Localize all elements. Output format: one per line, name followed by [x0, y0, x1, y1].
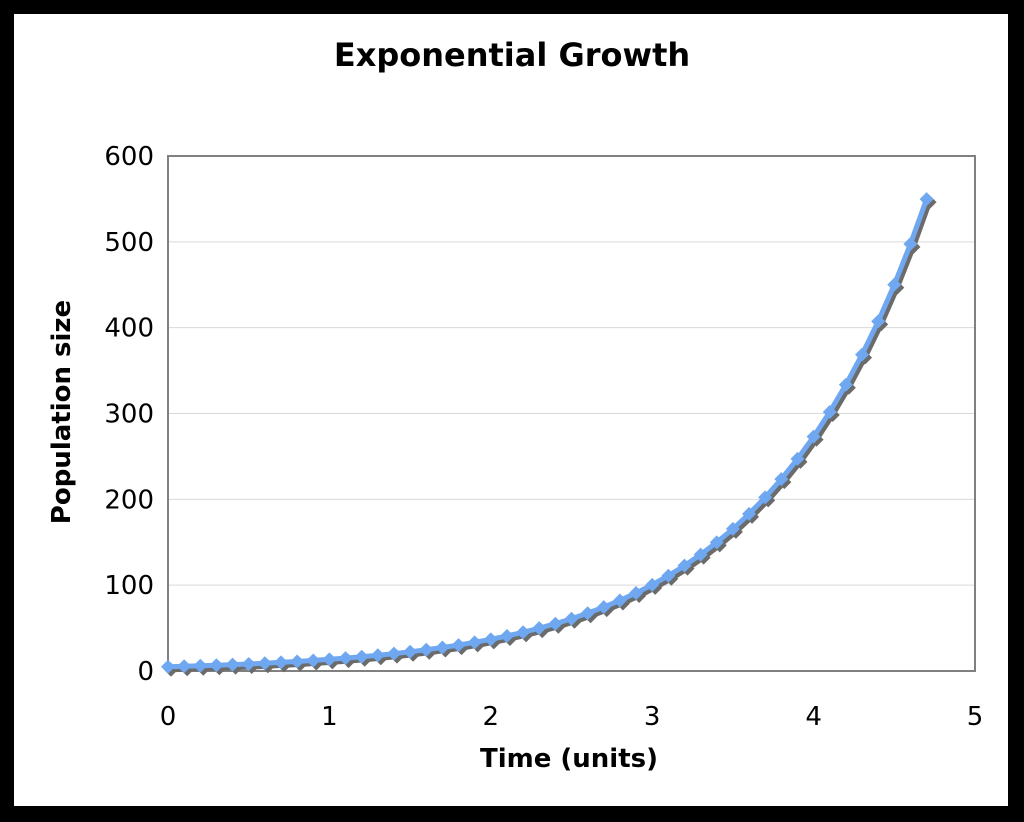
data-point-marker: [790, 451, 805, 466]
data-point-marker: [855, 347, 870, 362]
data-point-marker: [209, 658, 224, 673]
data-point-marker: [596, 600, 611, 615]
data-point-marker: [290, 654, 305, 669]
data-point-marker: [774, 472, 789, 487]
data-point-marker: [629, 585, 644, 600]
data-point-marker: [838, 377, 853, 392]
data-point-marker: [370, 648, 385, 663]
gridlines: [168, 241, 975, 586]
data-point-marker: [435, 640, 450, 655]
data-point-marker: [645, 577, 660, 592]
data-point-marker: [386, 646, 401, 661]
data-point-marker: [403, 644, 418, 659]
data-point-marker: [193, 658, 208, 673]
data-point-marker: [758, 490, 773, 505]
data-point-marker: [822, 404, 837, 419]
data-point-marker: [419, 642, 434, 657]
data-point-marker: [499, 628, 514, 643]
data-point-marker: [903, 236, 918, 251]
data-point-marker: [612, 593, 627, 608]
data-point-marker: [693, 547, 708, 562]
data-point-marker: [177, 659, 192, 674]
data-point-marker: [338, 651, 353, 666]
y-tick-label: 600: [104, 142, 154, 172]
data-point-marker: [725, 521, 740, 536]
data-point-marker: [887, 277, 902, 292]
x-tick-label: 3: [644, 702, 661, 732]
x-tick-label: 0: [160, 702, 177, 732]
x-tick-label: 5: [967, 702, 984, 732]
data-point-marker: [306, 653, 321, 668]
data-point-marker: [709, 535, 724, 550]
y-tick-label: 100: [104, 571, 154, 601]
data-point-marker: [516, 625, 531, 640]
chart-background: [14, 14, 1008, 806]
data-point-marker: [919, 192, 934, 207]
data-point-marker: [580, 606, 595, 621]
y-tick-label: 300: [104, 400, 154, 430]
data-point-marker: [548, 616, 563, 631]
data-point-marker: [661, 568, 676, 583]
data-point-marker: [273, 655, 288, 670]
x-axis-label: Time (units): [479, 744, 659, 774]
data-point-marker: [677, 558, 692, 573]
y-axis-ticks: 0 100 200 300 400 500 600: [104, 142, 154, 687]
data-point-marker: [564, 611, 579, 626]
x-axis-ticks: 0 1 2 3 4 5: [160, 702, 984, 732]
data-point-marker: [257, 656, 272, 671]
y-tick-label: 200: [104, 485, 154, 515]
data-point-marker: [532, 621, 547, 636]
data-point-marker: [225, 657, 240, 672]
data-point-marker: [322, 652, 337, 667]
data-point-marker: [871, 314, 886, 329]
x-tick-label: 4: [805, 702, 822, 732]
data-point-marker: [161, 659, 175, 674]
plot-area: [167, 155, 976, 672]
data-point-marker: [483, 632, 498, 647]
data-point-marker: [241, 656, 256, 671]
data-point-marker: [467, 635, 482, 650]
y-tick-label: 400: [104, 314, 154, 344]
chart-title: Exponential Growth: [333, 36, 691, 74]
data-series: [161, 192, 937, 677]
x-tick-label: 2: [483, 702, 500, 732]
data-point-marker: [806, 429, 821, 444]
y-tick-label: 0: [137, 657, 154, 687]
data-point-marker: [354, 649, 369, 664]
data-point-marker: [451, 638, 466, 653]
data-point-marker: [742, 506, 757, 521]
y-tick-label: 500: [104, 228, 154, 258]
x-tick-label: 1: [321, 702, 338, 732]
